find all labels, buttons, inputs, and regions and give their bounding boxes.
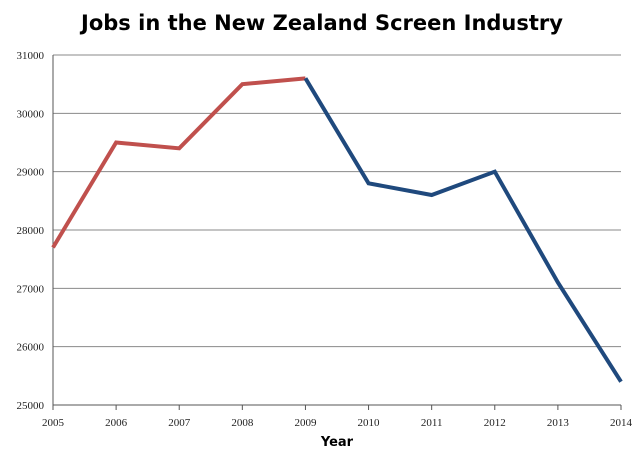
x-tick-label: 2005	[42, 417, 65, 429]
y-tick-label: 27000	[17, 283, 45, 295]
y-tick-label: 25000	[17, 400, 45, 412]
series-lines	[51, 76, 623, 383]
series-line-rising	[51, 76, 306, 249]
y-tick-label: 29000	[17, 167, 45, 179]
x-axis-label: Year	[320, 435, 354, 450]
x-tick-label: 2014	[610, 417, 633, 429]
x-tick-label: 2013	[547, 417, 570, 429]
y-axis-ticks: 25000 26000 27000 28000 29000 30000 31000	[17, 50, 45, 412]
x-axis-ticks: 2005 2006 2007 2008 2009 2010 2011 2012 2013 2014	[42, 405, 633, 429]
x-tick-label: 2007	[168, 417, 191, 429]
chart-title: Jobs in the New Zealand Screen Industry	[79, 11, 563, 35]
x-tick-label: 2008	[231, 417, 254, 429]
series-line-falling	[303, 77, 623, 383]
y-tick-label: 31000	[17, 50, 45, 62]
x-tick-label: 2011	[421, 417, 443, 429]
gridlines	[52, 54, 621, 406]
y-tick-label: 26000	[17, 342, 45, 354]
x-tick-label: 2012	[484, 417, 506, 429]
y-tick-label: 28000	[17, 225, 45, 237]
x-tick-label: 2010	[358, 417, 381, 429]
y-tick-label: 30000	[17, 108, 45, 120]
x-tick-label: 2009	[294, 417, 317, 429]
x-tick-label: 2006	[105, 417, 128, 429]
